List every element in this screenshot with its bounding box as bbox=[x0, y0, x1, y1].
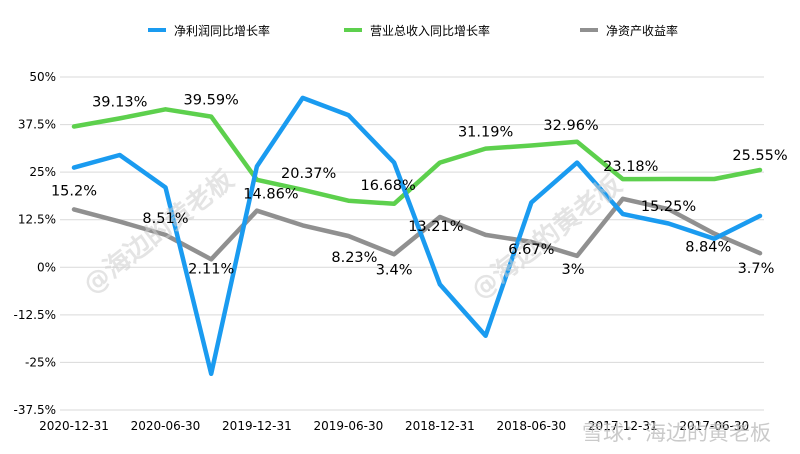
data-label: 15.25% bbox=[641, 199, 696, 215]
data-label: 8.51% bbox=[142, 211, 188, 227]
y-tick-label: -37.5% bbox=[14, 403, 56, 417]
y-tick-label: -12.5% bbox=[14, 308, 56, 322]
data-label: 2.11% bbox=[188, 261, 234, 277]
data-label: 13.21% bbox=[408, 219, 463, 235]
x-tick-label: 2018-12-31 bbox=[405, 419, 475, 433]
x-axis-ticks: 2020-12-31 2020-06-30 2019-12-31 2019-06-30… bbox=[39, 419, 749, 433]
y-tick-label: 0% bbox=[37, 260, 56, 274]
y-tick-label: -25% bbox=[25, 355, 56, 369]
data-label: 8.84% bbox=[685, 240, 731, 256]
x-tick-label: 2020-12-31 bbox=[39, 419, 109, 433]
y-tick-label: 25% bbox=[29, 165, 56, 179]
watermark-bottom-right: 雪球：海边的黄老板 bbox=[582, 421, 771, 445]
data-label: 32.96% bbox=[543, 118, 598, 134]
data-label: 20.37% bbox=[281, 166, 336, 182]
data-label: 14.86% bbox=[243, 187, 298, 203]
legend-label-2: 净资产收益率 bbox=[606, 23, 678, 38]
data-label: 39.13% bbox=[92, 94, 147, 110]
y-tick-label: 50% bbox=[29, 70, 56, 84]
x-tick-label: 2017-06-30 bbox=[679, 419, 749, 433]
grid-lines bbox=[60, 76, 764, 411]
data-label: 3.4% bbox=[376, 262, 413, 278]
series-line-0 bbox=[71, 95, 763, 377]
data-label: 6.67% bbox=[508, 242, 554, 258]
data-label: 3.7% bbox=[738, 261, 775, 277]
y-tick-label: 37.5% bbox=[18, 118, 56, 132]
x-tick-label: 2019-12-31 bbox=[222, 419, 292, 433]
data-label: 8.23% bbox=[331, 250, 377, 266]
data-label: 3% bbox=[562, 262, 585, 278]
y-axis-ticks: 50% 37.5% 25% 12.5% 0% -12.5% -25% -37.5% bbox=[14, 70, 56, 417]
series-lines bbox=[71, 95, 763, 377]
data-label: 31.19% bbox=[458, 125, 513, 141]
legend-label-1: 营业总收入同比增长率 bbox=[370, 23, 490, 38]
x-tick-label: 2017-12-31 bbox=[588, 419, 658, 433]
data-label: 23.18% bbox=[603, 159, 658, 175]
x-tick-label: 2019-06-30 bbox=[314, 419, 384, 433]
x-tick-label: 2020-06-30 bbox=[131, 419, 201, 433]
data-label: 15.2% bbox=[51, 183, 97, 199]
data-label: 16.68% bbox=[360, 178, 415, 194]
series-line-1 bbox=[71, 107, 763, 207]
data-labels: 39.13% 39.59% 20.37% 16.68% 31.19% 32.96% 23.1… bbox=[51, 93, 788, 279]
data-label: 39.59% bbox=[184, 93, 239, 109]
chart-legend: 净利润同比增长率 营业总收入同比增长率 净资产收益率 bbox=[148, 23, 678, 38]
x-tick-label: 2018-06-30 bbox=[496, 419, 566, 433]
legend-label-0: 净利润同比增长率 bbox=[174, 23, 270, 38]
data-label: 25.55% bbox=[732, 148, 787, 164]
y-tick-label: 12.5% bbox=[18, 213, 56, 227]
series-line-2 bbox=[71, 196, 763, 262]
